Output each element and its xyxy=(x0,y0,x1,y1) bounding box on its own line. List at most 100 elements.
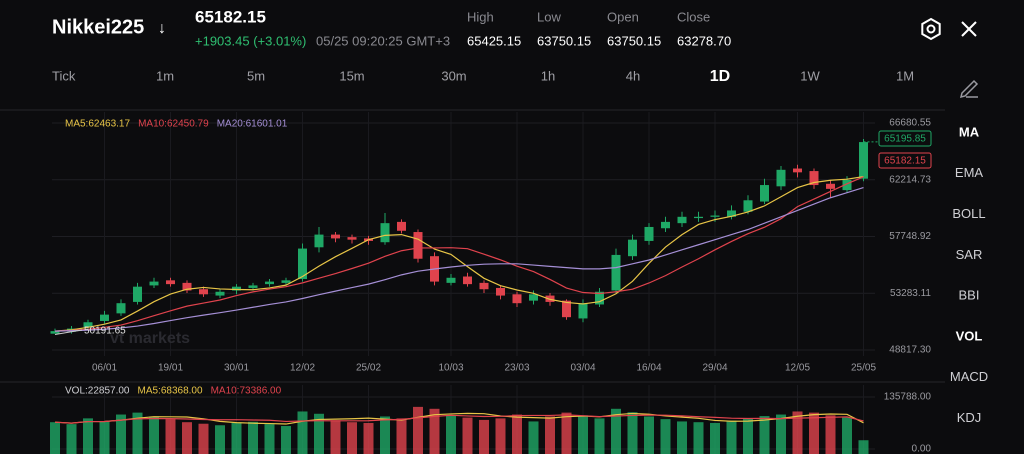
volume-ma-legend: MA10:73386.00 xyxy=(211,386,282,397)
timeframe-tab[interactable]: 30m xyxy=(441,68,466,83)
candle-body xyxy=(512,294,522,304)
candle-body xyxy=(694,216,703,219)
volume-bar xyxy=(594,418,605,454)
timeframe-tab[interactable]: 1h xyxy=(541,68,555,83)
volume-bar xyxy=(231,422,242,454)
candle-body xyxy=(281,280,291,283)
x-tick-label: 12/05 xyxy=(785,363,810,374)
close-icon[interactable] xyxy=(961,21,977,37)
price-change: +1903.45 (+3.01%) xyxy=(195,33,306,48)
x-tick-label: 06/01 xyxy=(92,363,117,374)
last-price-box xyxy=(878,130,932,147)
candle-body xyxy=(760,185,769,202)
settings-icon[interactable] xyxy=(921,17,941,41)
candle-body xyxy=(116,303,126,314)
volume-bar xyxy=(330,420,341,454)
ma-legend: MA5:62463.17 xyxy=(65,119,130,130)
candle-body xyxy=(793,168,802,173)
stat-value: 63750.15 xyxy=(607,33,661,48)
timeframe-tab[interactable]: Tick xyxy=(52,68,76,83)
volume-bar xyxy=(182,422,192,454)
candle-body xyxy=(50,331,60,334)
candle-body xyxy=(100,314,109,321)
volume-bar xyxy=(776,414,786,454)
candle-body xyxy=(677,216,687,224)
volume-bar xyxy=(248,421,258,454)
candle-body xyxy=(133,286,142,302)
x-tick-label: 19/01 xyxy=(158,363,183,374)
volume-bar xyxy=(809,412,819,454)
indicator[interactable]: KDJ xyxy=(957,410,982,425)
volume-bar xyxy=(396,418,407,454)
volume-bar xyxy=(314,413,324,454)
stat-value: 63750.15 xyxy=(537,33,591,48)
indicator[interactable]: SAR xyxy=(956,247,983,262)
volume-bar xyxy=(413,406,423,454)
ma-line xyxy=(54,414,864,424)
candle-body xyxy=(611,254,621,291)
volume-bar xyxy=(693,422,704,454)
volume-bar xyxy=(528,421,539,454)
indicator[interactable]: VOL xyxy=(956,328,983,343)
indicator[interactable]: MA xyxy=(959,124,980,139)
low-annotation: 50191.65 xyxy=(84,326,126,337)
volume-bar xyxy=(578,415,588,454)
indicator[interactable]: MACD xyxy=(950,369,988,384)
candle-body xyxy=(265,281,274,285)
x-tick-label: 29/04 xyxy=(702,363,727,374)
x-tick-label: 25/05 xyxy=(851,363,876,374)
volume-bar xyxy=(132,412,143,454)
candle-body xyxy=(727,210,736,217)
volume-bar xyxy=(83,418,93,454)
volume-bar xyxy=(660,419,671,454)
candle-body xyxy=(628,239,637,257)
x-tick-label: 16/04 xyxy=(636,363,661,374)
timeframe-tab[interactable]: 4h xyxy=(626,68,640,83)
ma-line xyxy=(54,176,864,332)
volume-bar xyxy=(165,419,176,454)
stat-label: Open xyxy=(607,9,639,24)
volume-bar xyxy=(446,415,456,454)
volume-bar xyxy=(627,412,638,454)
volume-bar xyxy=(149,416,159,454)
volume-bar xyxy=(347,422,357,454)
stat-value: 65425.15 xyxy=(467,33,521,48)
timeframe-tabs: Tick 1m 5m 15m 30m 1h 4h 1D 1W 1M xyxy=(52,68,914,85)
indicator[interactable]: BBI xyxy=(959,288,980,303)
timeframe-tab[interactable]: 1D xyxy=(710,68,730,85)
candle-body xyxy=(776,169,786,187)
y-tick-label: 57748.92 xyxy=(889,231,931,242)
candle-body xyxy=(413,232,423,259)
volume-bar xyxy=(792,411,803,454)
volume-bar xyxy=(479,419,489,454)
candle-body xyxy=(199,289,208,295)
volume-bar xyxy=(842,417,852,454)
indicator[interactable]: EMA xyxy=(955,165,984,180)
volume-bar xyxy=(611,408,621,454)
ma-line xyxy=(54,412,864,425)
volume-bar xyxy=(759,416,770,454)
candle-body xyxy=(529,294,538,301)
timeframe-tab[interactable]: 15m xyxy=(339,68,364,83)
timeframe-tab[interactable]: 1m xyxy=(156,68,174,83)
candle-body xyxy=(397,221,406,231)
candle-body xyxy=(859,142,868,179)
x-tick-label: 30/01 xyxy=(224,363,249,374)
candle-body xyxy=(83,322,93,328)
candle-body xyxy=(298,248,307,280)
candle-body xyxy=(215,291,225,296)
candle-body xyxy=(149,281,159,286)
x-tick-label: 10/03 xyxy=(438,363,463,374)
candle-body xyxy=(380,223,390,243)
candle-body xyxy=(826,183,835,189)
volume-bar xyxy=(825,415,836,454)
y-tick-label: 53283.11 xyxy=(890,288,931,299)
volume-legend: VOL:22857.00 xyxy=(65,386,130,397)
timeframe-tab[interactable]: 1W xyxy=(800,68,820,83)
timeframe-tab[interactable]: 1M xyxy=(896,68,914,83)
timeframe-tab[interactable]: 5m xyxy=(247,68,265,83)
candle-body xyxy=(166,280,175,285)
timestamp: 05/25 09:20:25 GMT+3 xyxy=(316,33,450,48)
draw-icon[interactable] xyxy=(959,79,979,99)
indicator[interactable]: BOLL xyxy=(952,206,985,221)
